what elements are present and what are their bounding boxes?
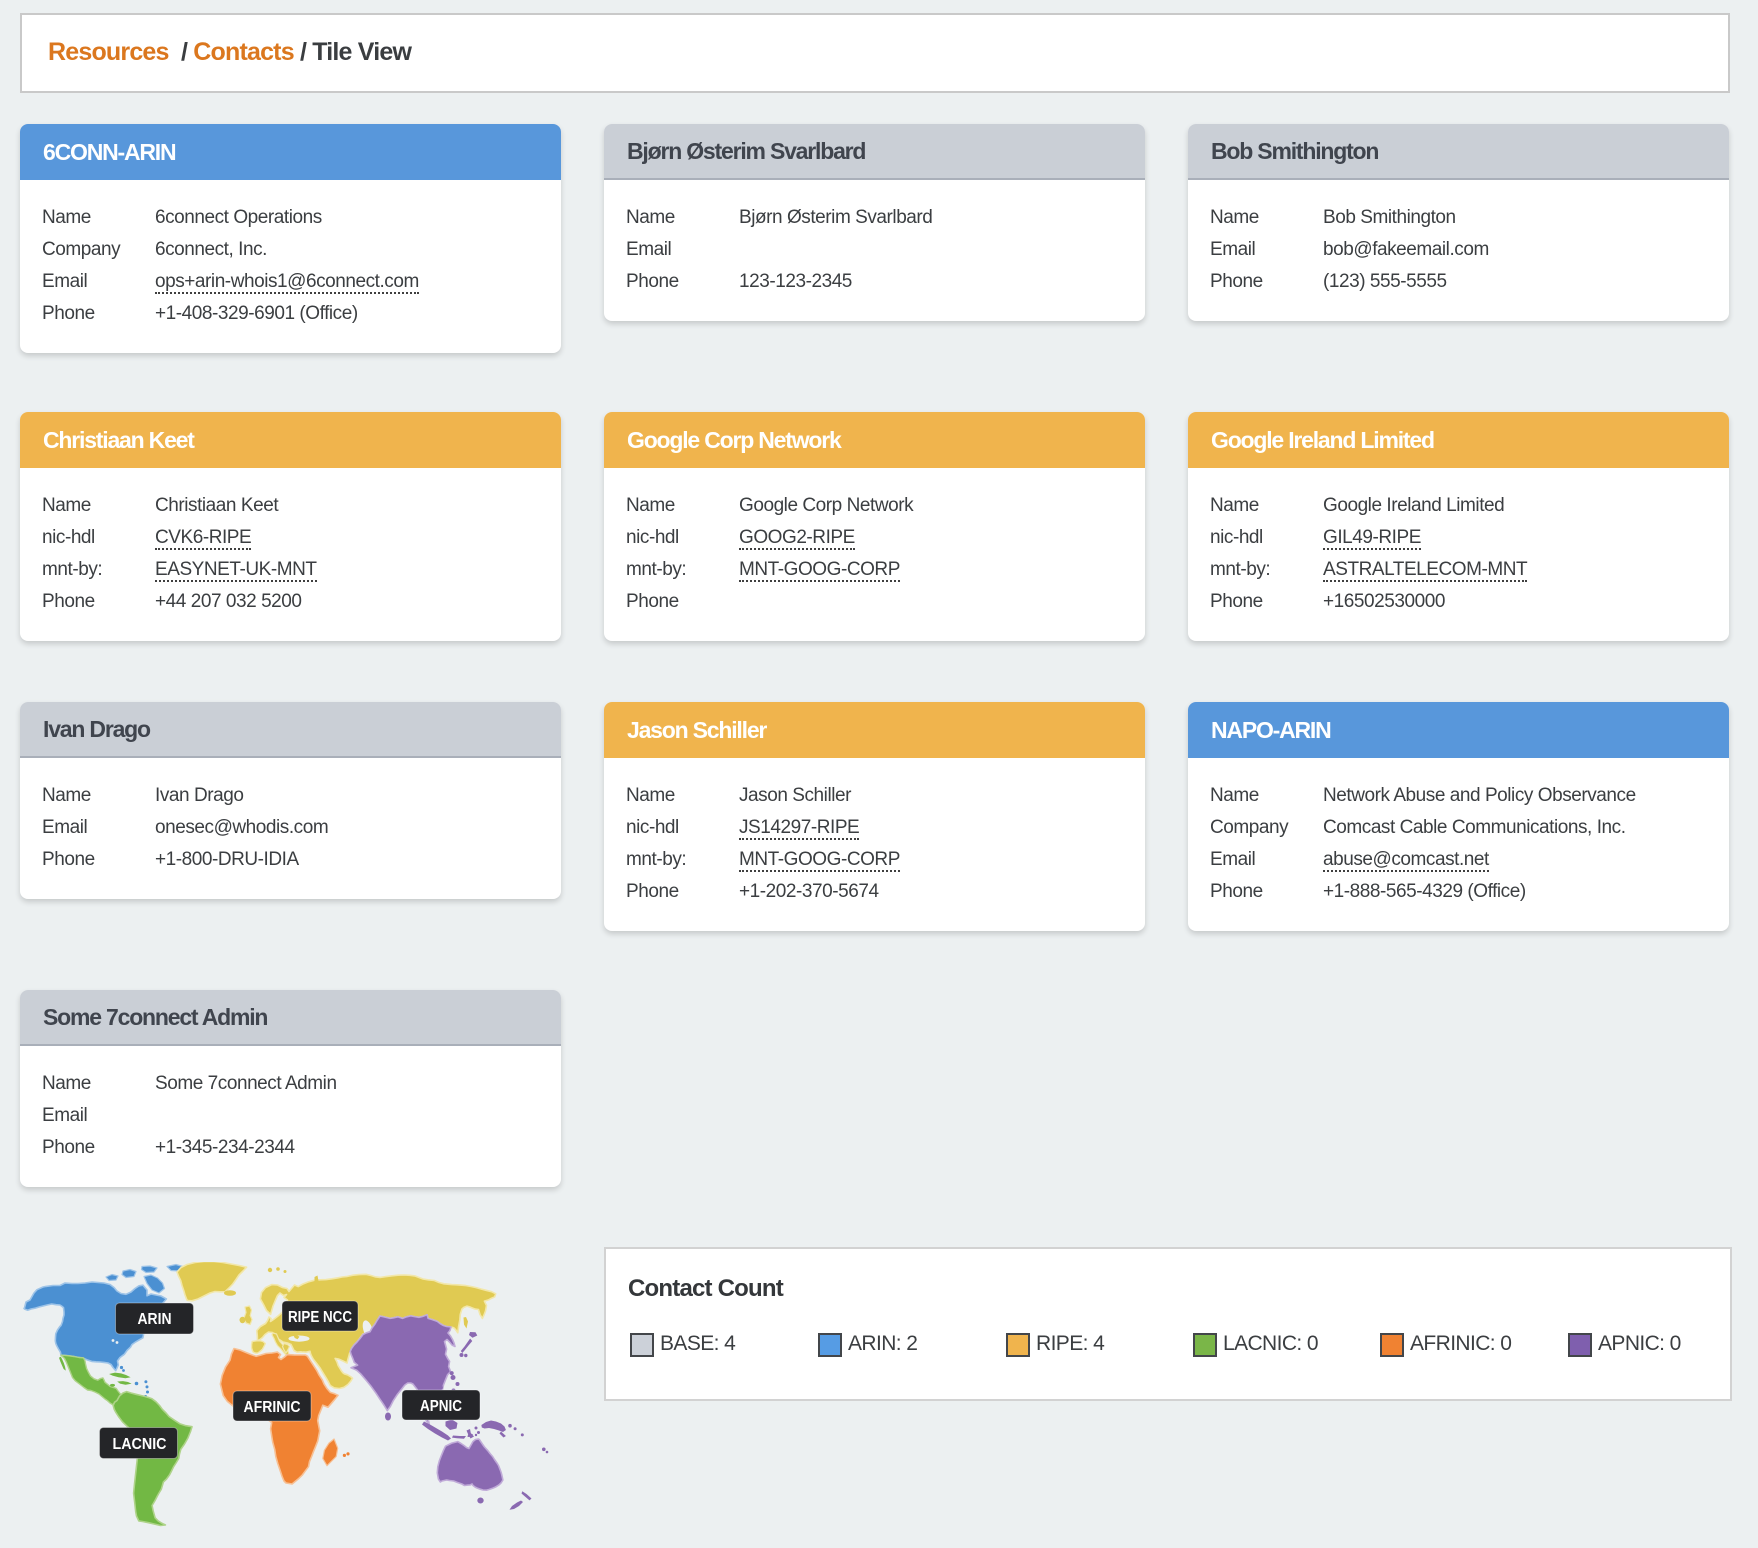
svg-text:AFRINIC: AFRINIC (244, 1399, 301, 1416)
svg-text:LACNIC: LACNIC (113, 1436, 167, 1453)
svg-text:RIPE NCC: RIPE NCC (288, 1309, 352, 1326)
svg-text:ARIN: ARIN (138, 1311, 172, 1328)
svg-text:APNIC: APNIC (420, 1398, 462, 1415)
